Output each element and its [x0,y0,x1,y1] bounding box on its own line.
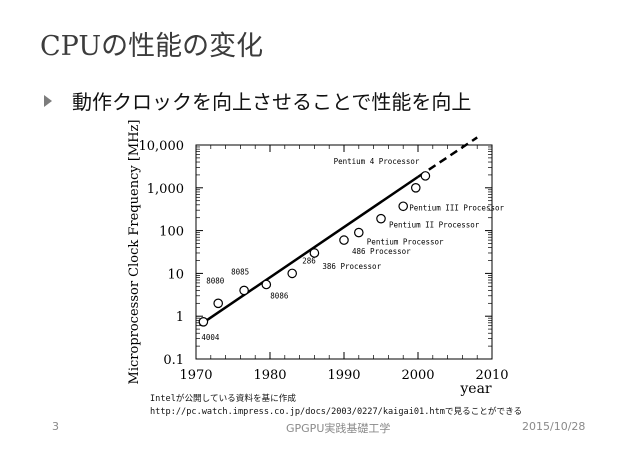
chart-axes [195,144,493,360]
footer-date: 2015/10/28 [522,420,586,433]
bullet-item: 動作クロックを向上させることで性能を向上 [44,86,471,115]
y-tick-label: 10 [167,267,184,282]
x-tick-label: 1980 [253,368,286,383]
footer-course-title: GPGPU実践基礎工学 [286,422,391,435]
data-point [398,201,408,212]
trend-line-solid [198,175,419,327]
data-label: 8085 [231,267,249,276]
x-tick-label: 2010 [475,368,508,383]
data-point [410,183,421,193]
data-point [261,279,272,290]
data-point [198,316,209,327]
y-axis-label: Microprocessor Clock Frequency [MHz] [127,120,142,385]
data-label: 386 Processor [322,262,381,271]
x-tick-label: 1970 [179,368,212,383]
trend-lines [198,136,478,327]
x-tick-label: 1990 [327,368,360,383]
data-point [420,171,431,181]
y-tick-label: 10,000 [139,139,185,154]
data-label: 4004 [201,333,220,342]
data-point [309,248,320,258]
y-tick-label: 0.1 [163,353,184,368]
source-url-note: http://pc.watch.impress.co.jp/docs/2003/… [150,407,523,417]
data-label: Pentium III Processor [409,203,504,212]
data-point [376,213,386,224]
data-point [353,227,364,238]
y-tick-label: 1,000 [147,182,184,197]
slide-title: CPUの性能の変化 [40,31,264,62]
bullet-text: 動作クロックを向上させることで性能を向上 [72,90,472,114]
data-point [239,285,249,296]
data-point [339,235,349,245]
data-point [287,268,297,279]
data-label: Pentium Processor [367,238,444,247]
trend-line-dashed [417,136,478,178]
x-axis-label: year [459,381,492,397]
data-label: 8080 [206,276,225,285]
data-label: 486 Processor [352,247,411,256]
data-label: 8086 [270,292,289,301]
y-tick-label: 1 [176,310,184,325]
data-label: 286 [302,256,316,265]
page-number: 3 [52,420,59,433]
x-tick-label: 2000 [401,368,434,383]
triangle-bullet-icon [44,94,52,107]
plot-frame [195,144,493,360]
source-note: Intelが公開している資料を基に作成 [150,394,296,404]
chart-marks [198,171,431,327]
data-point [213,298,223,309]
y-tick-label: 100 [159,225,184,240]
data-label: Pentium 4 Processor [334,157,420,166]
data-label: Pentium II Processor [389,221,480,230]
